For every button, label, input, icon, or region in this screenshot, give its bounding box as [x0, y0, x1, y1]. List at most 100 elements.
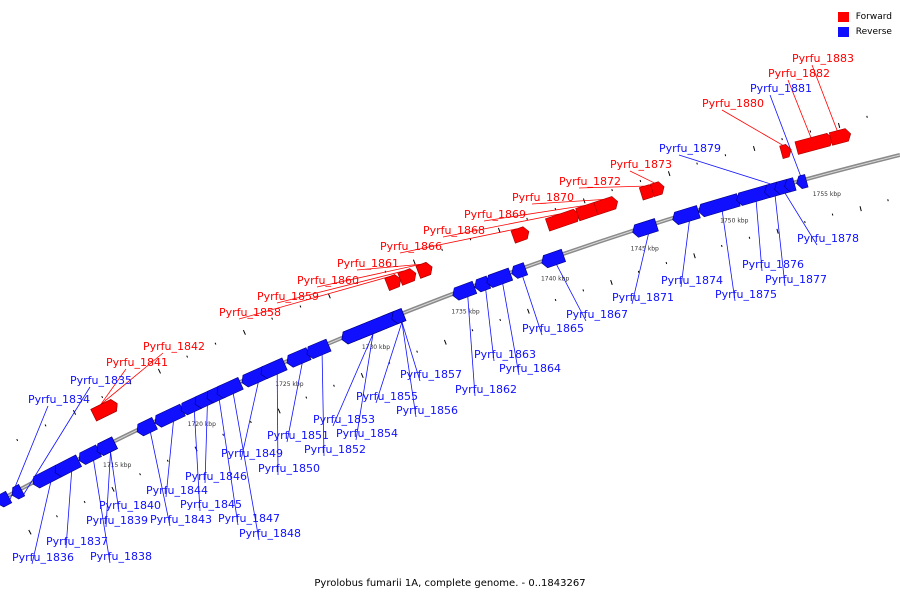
- gene-leader-line: [375, 322, 403, 404]
- gene-label[interactable]: Pyrfu_1872: [559, 175, 621, 188]
- gene-label[interactable]: Pyrfu_1874: [661, 274, 723, 287]
- gene-label[interactable]: Pyrfu_1844: [146, 484, 208, 497]
- tick-mark: [441, 248, 443, 251]
- gene-label[interactable]: Pyrfu_1837: [46, 535, 108, 548]
- gene-feature[interactable]: [828, 128, 852, 146]
- tick-mark: [776, 228, 779, 234]
- gene-leader-line: [769, 94, 806, 188]
- gene-feature[interactable]: [784, 177, 797, 193]
- gene-feature[interactable]: [672, 205, 701, 226]
- gene-label[interactable]: Pyrfu_1851: [267, 429, 329, 442]
- gene-feature[interactable]: [511, 262, 529, 279]
- gene-feature[interactable]: [216, 377, 244, 399]
- gene-label[interactable]: Pyrfu_1835: [70, 374, 132, 387]
- gene-feature[interactable]: [452, 280, 478, 301]
- gene-label[interactable]: Pyrfu_1857: [400, 368, 462, 381]
- gene-label[interactable]: Pyrfu_1840: [99, 499, 161, 512]
- gene-leader-line: [483, 205, 585, 222]
- gene-label[interactable]: Pyrfu_1843: [150, 513, 212, 526]
- gene-leader-line: [721, 109, 783, 146]
- gene-label[interactable]: Pyrfu_1859: [257, 290, 319, 303]
- gene-label[interactable]: Pyrfu_1862: [455, 383, 517, 396]
- gene-feature[interactable]: [632, 218, 659, 238]
- gene-feature[interactable]: [391, 308, 407, 325]
- gene-label[interactable]: Pyrfu_1845: [180, 498, 242, 511]
- gene-label[interactable]: Pyrfu_1850: [258, 462, 320, 475]
- gene-leader-line: [193, 411, 201, 512]
- gene-label[interactable]: Pyrfu_1853: [313, 413, 375, 426]
- gene-label[interactable]: Pyrfu_1864: [499, 362, 561, 375]
- gene-label[interactable]: Pyrfu_1841: [106, 356, 168, 369]
- gene-label[interactable]: Pyrfu_1855: [356, 390, 418, 403]
- gene-label[interactable]: Pyrfu_1878: [797, 232, 859, 245]
- gene-label[interactable]: Pyrfu_1869: [464, 208, 526, 221]
- gene-label[interactable]: Pyrfu_1838: [90, 550, 152, 563]
- gene-feature[interactable]: [779, 144, 792, 159]
- tick-mark: [416, 350, 418, 353]
- gene-label[interactable]: Pyrfu_1860: [297, 274, 359, 287]
- gene-label[interactable]: Pyrfu_1881: [750, 82, 812, 95]
- gene-label[interactable]: Pyrfu_1867: [566, 308, 628, 321]
- gene-feature[interactable]: [90, 399, 118, 422]
- gene-leader-line: [755, 201, 763, 272]
- gene-feature[interactable]: [486, 267, 514, 288]
- tick-mark: [186, 355, 189, 358]
- gene-label[interactable]: Pyrfu_1849: [221, 447, 283, 460]
- gene-label[interactable]: Pyrfu_1873: [610, 158, 672, 171]
- gene-feature[interactable]: [260, 357, 288, 379]
- gene-label[interactable]: Pyrfu_1848: [239, 527, 301, 540]
- gene-label[interactable]: Pyrfu_1871: [612, 291, 674, 304]
- gene-feature[interactable]: [397, 268, 417, 286]
- gene-label[interactable]: Pyrfu_1858: [219, 306, 281, 319]
- gene-label[interactable]: Pyrfu_1852: [304, 443, 366, 456]
- gene-label[interactable]: Pyrfu_1879: [659, 142, 721, 155]
- gene-feature[interactable]: [698, 193, 741, 218]
- gene-label[interactable]: Pyrfu_1847: [218, 512, 280, 525]
- gene-leader-line: [316, 263, 422, 288]
- gene-label[interactable]: Pyrfu_1877: [765, 273, 827, 286]
- gene-label[interactable]: Pyrfu_1880: [702, 97, 764, 110]
- gene-leader-line: [100, 352, 164, 405]
- gene-label[interactable]: Pyrfu_1836: [12, 551, 74, 564]
- gene-feature[interactable]: [54, 454, 83, 478]
- gene-label[interactable]: Pyrfu_1876: [742, 258, 804, 271]
- gene-feature[interactable]: [794, 132, 833, 155]
- gene-feature[interactable]: [415, 262, 433, 279]
- gene-label[interactable]: Pyrfu_1861: [337, 257, 399, 270]
- gene-leader-line: [238, 276, 390, 320]
- gene-feature[interactable]: [0, 490, 13, 508]
- gene-feature[interactable]: [541, 248, 567, 269]
- gene-label[interactable]: Pyrfu_1842: [143, 340, 205, 353]
- gene-label[interactable]: Pyrfu_1854: [336, 427, 398, 440]
- gene-label[interactable]: Pyrfu_1856: [396, 404, 458, 417]
- gene-leader-line: [556, 264, 587, 322]
- gene-feature[interactable]: [154, 403, 186, 428]
- gene-feature[interactable]: [11, 484, 26, 500]
- gene-label[interactable]: Pyrfu_1834: [28, 393, 90, 406]
- gene-label[interactable]: Pyrfu_1870: [512, 191, 574, 204]
- gene-feature[interactable]: [384, 274, 402, 291]
- gene-label[interactable]: Pyrfu_1875: [715, 288, 777, 301]
- gene-feature[interactable]: [736, 184, 771, 206]
- gene-feature[interactable]: [136, 417, 158, 437]
- gene-leader-line: [65, 471, 73, 549]
- gene-feature[interactable]: [96, 436, 118, 456]
- scale-label: 1715 kbp: [103, 462, 131, 469]
- gene-leader-line: [502, 283, 520, 376]
- gene-label[interactable]: Pyrfu_1882: [768, 67, 830, 80]
- gene-feature[interactable]: [649, 181, 665, 197]
- gene-feature[interactable]: [545, 208, 580, 232]
- gene-label[interactable]: Pyrfu_1863: [474, 348, 536, 361]
- gene-leader-line: [467, 296, 476, 397]
- gene-label[interactable]: Pyrfu_1839: [86, 514, 148, 527]
- gene-label[interactable]: Pyrfu_1865: [522, 322, 584, 335]
- gene-feature[interactable]: [510, 226, 530, 244]
- gene-feature[interactable]: [593, 196, 618, 216]
- gene-label[interactable]: Pyrfu_1866: [380, 240, 442, 253]
- gene-feature[interactable]: [306, 338, 332, 360]
- gene-label[interactable]: Pyrfu_1846: [185, 470, 247, 483]
- gene-feature[interactable]: [796, 174, 809, 189]
- gene-label[interactable]: Pyrfu_1883: [792, 52, 854, 65]
- gene-feature[interactable]: [341, 311, 399, 345]
- gene-label[interactable]: Pyrfu_1868: [423, 224, 485, 237]
